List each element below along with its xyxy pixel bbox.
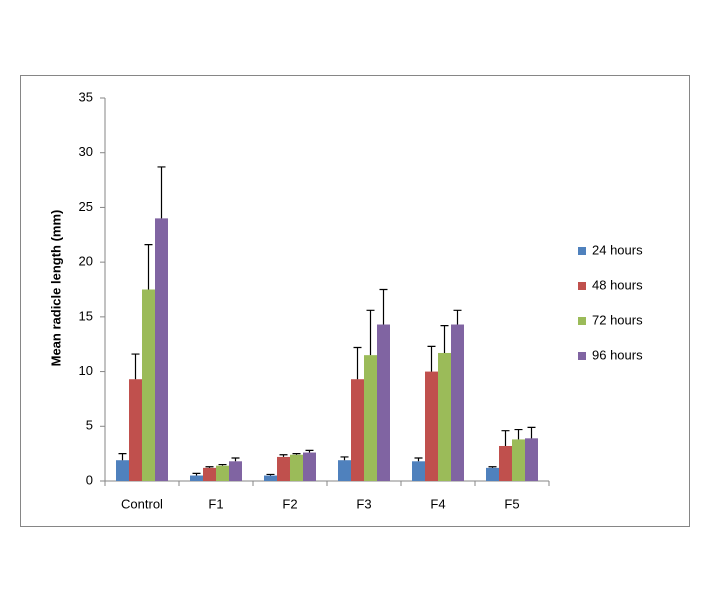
bar [525,438,538,481]
y-tick-label: 30 [79,144,93,159]
bar [451,324,464,481]
legend-swatch [578,317,586,325]
x-tick-label: F3 [356,496,371,511]
bar [338,460,351,481]
error-bar [427,345,436,372]
error-bar [266,473,275,476]
bar [364,355,377,481]
bar [377,324,390,481]
error-bar [157,166,166,219]
bar [499,445,512,481]
error-bar [440,325,449,353]
y-tick-label: 10 [79,363,93,378]
error-bar [514,428,523,440]
x-tick-label: F4 [430,496,445,511]
error-bar [144,244,153,290]
error-bar [453,309,462,325]
legend-label: 24 hours [592,242,643,257]
error-bar [292,453,301,455]
error-bar [205,466,214,468]
bar [116,460,129,481]
bar [290,454,303,481]
legend-label: 96 hours [592,347,643,362]
bar [216,465,229,481]
y-axis-label: Mean radicle length (mm) [48,210,63,367]
x-tick-label: Control [121,496,163,511]
y-tick-label: 25 [79,199,93,214]
y-tick-label: 5 [86,418,93,433]
bar [155,218,168,481]
error-bar [366,309,375,356]
x-tick-label: F2 [282,496,297,511]
bar [425,371,438,481]
y-tick-label: 0 [86,472,93,487]
error-bar [379,288,388,325]
error-bar [501,430,510,446]
x-tick-label: F1 [208,496,223,511]
error-bar [353,346,362,380]
bar [486,467,499,481]
bar [264,475,277,481]
error-bar [192,472,201,476]
error-bar [414,457,423,462]
error-bar [118,453,127,461]
legend-swatch [578,247,586,255]
bar [303,452,316,481]
bar [229,461,242,481]
bar [512,439,525,481]
bar [438,352,451,481]
legend-swatch [578,282,586,290]
error-bar [488,466,497,468]
bar [129,379,142,481]
error-bar [231,457,240,462]
legend-swatch [578,352,586,360]
y-tick-label: 20 [79,254,93,269]
error-bar [340,456,349,461]
legend-label: 48 hours [592,277,643,292]
error-bar [305,449,314,453]
bar [190,475,203,481]
y-tick-label: 15 [79,308,93,323]
bar [203,467,216,481]
error-bar [218,463,227,466]
bar [351,379,364,481]
error-bar [131,353,140,380]
legend-label: 72 hours [592,312,643,327]
error-bar [527,426,536,439]
x-tick-label: F5 [504,496,519,511]
error-bar [279,454,288,457]
y-tick-label: 35 [79,89,93,104]
bar [142,289,155,481]
bar [277,456,290,481]
bar [412,461,425,481]
